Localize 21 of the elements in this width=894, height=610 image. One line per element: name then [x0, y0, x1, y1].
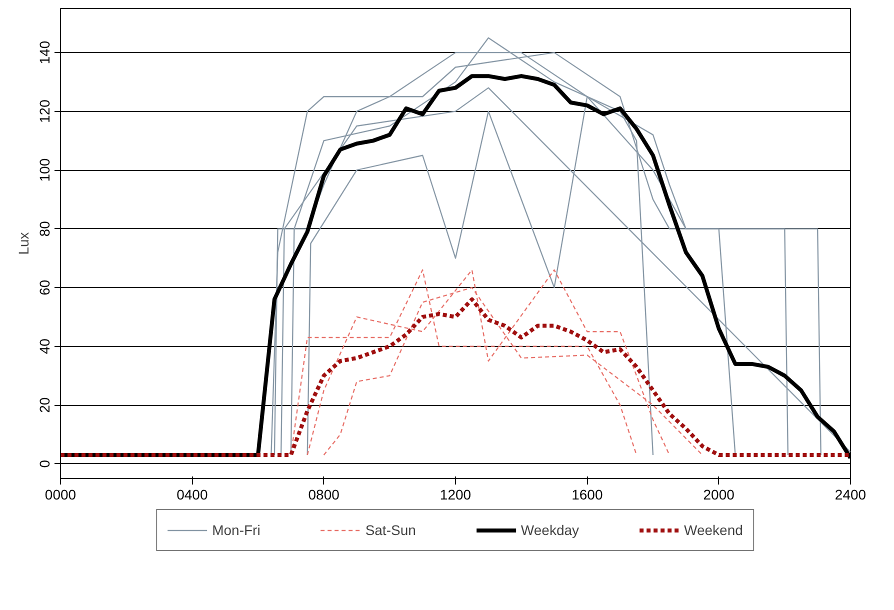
- line-series: [60, 297, 850, 457]
- y-tick-label: 60: [36, 280, 52, 296]
- y-tick-label: 140: [36, 40, 52, 64]
- y-tick-label: 100: [36, 158, 52, 182]
- x-tick-label: 2000: [703, 486, 735, 502]
- x-tick-label: 0400: [176, 486, 208, 502]
- x-tick-label: 0800: [308, 486, 340, 502]
- y-tick-label: 80: [36, 220, 52, 237]
- legend-label: Sat-Sun: [365, 522, 416, 538]
- x-tick-label: 1200: [440, 486, 472, 502]
- legend-label: Weekend: [684, 522, 743, 538]
- x-tick-label: 0000: [44, 486, 76, 502]
- y-tick-label: 20: [36, 397, 52, 413]
- y-axis-title: Lux: [16, 232, 32, 255]
- y-tick-label: 40: [36, 338, 52, 354]
- x-tick-label: 2400: [834, 486, 866, 502]
- legend-label: Mon-Fri: [212, 522, 260, 538]
- legend-label: Weekday: [520, 522, 580, 538]
- y-tick-label: 120: [36, 99, 52, 123]
- y-tick-label: 0: [36, 460, 52, 468]
- x-tick-label: 1600: [572, 486, 603, 502]
